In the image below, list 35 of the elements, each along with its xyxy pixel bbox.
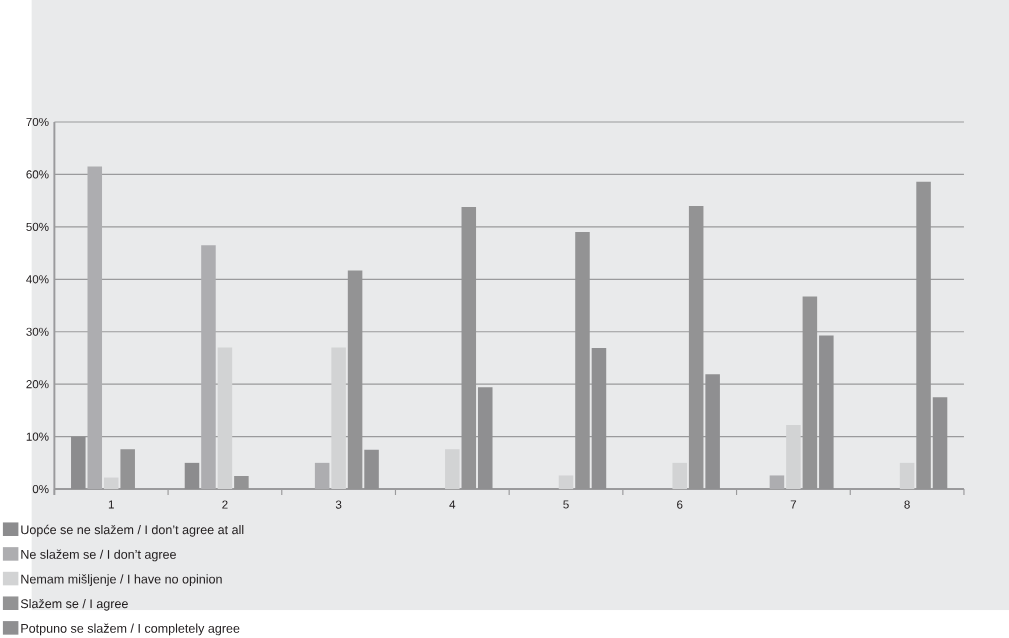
x-tick-label: 5: [563, 500, 569, 509]
bar: [87, 166, 103, 490]
x-tick-label: 3: [335, 500, 342, 509]
bar: [314, 462, 330, 490]
bar: [331, 347, 346, 490]
bar: [672, 462, 687, 490]
x-tick-label: 8: [904, 500, 910, 509]
bar: [558, 475, 574, 490]
bar: [217, 347, 233, 490]
legend-label: Ne slažem se / I don’t agree: [21, 549, 176, 562]
y-tick-label: 0%: [32, 485, 49, 494]
bar: [201, 245, 216, 490]
x-tick-label: 1: [108, 500, 114, 509]
x-tick-label: 2: [222, 500, 228, 509]
legend-label: Slažem se / I agree: [20, 598, 128, 611]
y-tick-label: 30%: [26, 327, 49, 336]
y-tick-label: 40%: [26, 275, 49, 284]
bar: [184, 462, 200, 490]
x-tick-label: 6: [677, 500, 683, 509]
y-tick-label: 20%: [26, 380, 49, 389]
x-tick-label: 7: [790, 500, 797, 509]
y-tick-label: 60%: [26, 170, 49, 179]
legend-label: Uopće se ne slažem / I don’t agree at all: [21, 524, 244, 537]
x-tick-label: 4: [449, 500, 456, 509]
bar: [769, 475, 785, 490]
legend-label: Potpuno se slažem / I completely agree: [21, 623, 240, 636]
legend-label: Nemam mišljenje / I have no opinion: [21, 574, 222, 586]
bar: [899, 462, 915, 490]
bar: [445, 449, 460, 490]
bar: [71, 436, 86, 490]
y-tick-label: 50%: [26, 222, 49, 231]
y-tick-label: 70%: [26, 117, 49, 127]
bar: [786, 425, 801, 490]
y-tick-label: 10%: [26, 432, 49, 441]
bar: [103, 477, 119, 490]
